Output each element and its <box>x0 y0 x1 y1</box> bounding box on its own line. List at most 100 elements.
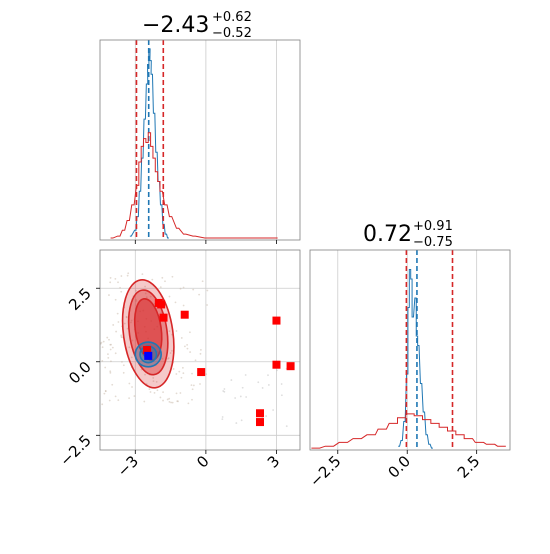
scatter-point <box>171 275 174 278</box>
scatter-point <box>166 398 169 401</box>
scatter-point <box>168 397 171 400</box>
panel-hist-param-2: −2.5 0.0 2.5 <box>306 249 511 491</box>
scatter-point <box>109 343 112 346</box>
scatter-point <box>285 425 288 428</box>
scatter-point <box>130 356 133 359</box>
scatter-point <box>135 289 137 292</box>
x-tick-label: 0.0 <box>384 452 414 482</box>
scatter-point <box>109 370 112 373</box>
scatter-point <box>191 372 193 375</box>
scatter-point <box>164 280 166 283</box>
scatter-point <box>221 416 224 418</box>
scatter-point <box>168 400 171 403</box>
scatter-point <box>191 398 193 401</box>
blue-marker <box>144 351 153 360</box>
scatter-point <box>91 365 93 367</box>
scatter-point <box>135 298 137 301</box>
scatter-point <box>235 422 238 424</box>
red-marker <box>180 310 189 319</box>
scatter-point <box>96 305 98 307</box>
scatter-point <box>114 298 117 301</box>
scatter-point <box>175 392 178 395</box>
scatter-point <box>96 326 98 328</box>
scatter-point <box>161 276 164 279</box>
scatter-point <box>109 371 112 374</box>
scatter-point <box>257 381 260 384</box>
scatter-point <box>186 343 189 346</box>
scatter-point <box>104 366 107 369</box>
scatter-point <box>223 388 226 390</box>
red-histogram-param-1 <box>110 132 278 239</box>
scatter-point <box>205 373 208 376</box>
scatter-point <box>127 272 130 275</box>
scatter-point <box>108 338 110 341</box>
scatter-point <box>171 401 174 404</box>
scatter-point <box>133 395 136 397</box>
scatter-point <box>120 336 123 338</box>
scatter-point <box>116 312 119 315</box>
scatter-point <box>171 349 173 352</box>
scatter-point <box>206 289 209 292</box>
scatter-point <box>96 356 98 358</box>
scatter-point <box>159 286 162 289</box>
scatter-point <box>114 352 117 355</box>
joint-content <box>91 250 300 450</box>
scatter-point <box>186 347 189 350</box>
red-marker <box>159 313 168 322</box>
scatter-point <box>102 340 105 343</box>
title-param-1-upper: +0.62 <box>212 10 252 25</box>
scatter-point <box>182 286 185 289</box>
blue-histogram-param-2 <box>398 269 433 449</box>
scatter-point <box>114 395 117 398</box>
scatter-point <box>240 419 243 422</box>
scatter-point <box>169 352 172 354</box>
scatter-point <box>148 388 151 391</box>
red-marker <box>272 360 281 369</box>
scatter-point <box>121 361 123 363</box>
scatter-point <box>126 274 129 277</box>
scatter-point <box>190 384 193 387</box>
title-param-1-lower: −0.52 <box>212 26 252 41</box>
scatter-point <box>239 395 242 398</box>
scatter-point <box>119 286 121 289</box>
scatter-point <box>175 373 178 375</box>
y-tick-label: 2.5 <box>65 284 95 314</box>
red-marker <box>256 418 264 427</box>
scatter-point <box>101 403 104 406</box>
red-marker <box>197 368 206 377</box>
scatter-point <box>122 371 125 374</box>
scatter-point <box>155 380 158 383</box>
scatter-point <box>189 351 192 353</box>
scatter-point <box>192 288 195 291</box>
scatter-point <box>230 379 233 381</box>
scatter-point <box>180 376 183 379</box>
scatter-point <box>108 294 110 296</box>
scatter-point <box>128 346 131 349</box>
scatter-point <box>152 380 155 382</box>
scatter-point <box>91 332 93 334</box>
scatter-point <box>159 396 162 399</box>
blue-histogram-param-1 <box>129 48 169 239</box>
scatter-point <box>206 304 208 306</box>
scatter-point <box>168 295 171 298</box>
scatter-point <box>123 322 126 325</box>
scatter-point <box>241 386 244 389</box>
scatter-point <box>198 293 201 296</box>
red-histogram-param-2 <box>311 413 506 449</box>
scatter-point <box>182 304 185 307</box>
scatter-point <box>267 384 270 386</box>
red-marker <box>286 362 295 371</box>
scatter-point <box>141 273 144 276</box>
panel-frame <box>309 249 511 451</box>
scatter-point <box>280 383 283 385</box>
scatter-point <box>131 386 133 388</box>
scatter-point <box>179 287 182 290</box>
scatter-point <box>191 388 194 391</box>
scatter-point <box>181 366 184 369</box>
scatter-point <box>109 277 112 279</box>
scatter-point <box>145 296 148 299</box>
scatter-point <box>199 383 201 385</box>
x-tick-label: 0 <box>193 452 212 471</box>
